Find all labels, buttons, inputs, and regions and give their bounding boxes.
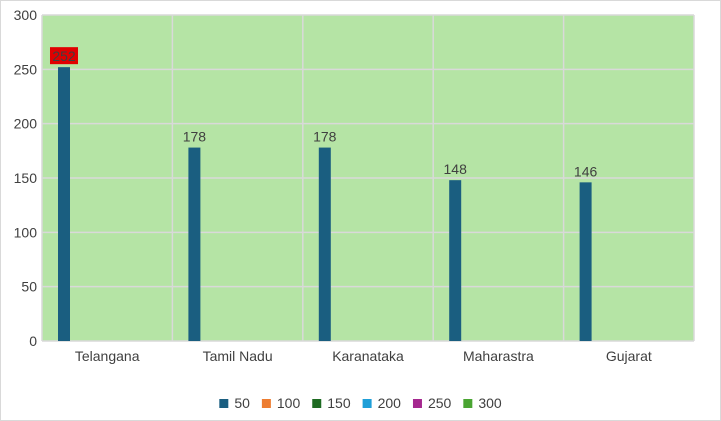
x-tick-label: Gujarat (606, 348, 652, 364)
data-label-highlight (50, 47, 78, 65)
y-tick-label: 50 (21, 279, 37, 295)
gridlines (41, 14, 695, 342)
legend-swatch (412, 399, 422, 408)
x-axis-ticks: Telangana Tamil Nadu Karanataka Maharastra G… (75, 348, 652, 364)
legend-item: 250 (412, 395, 452, 411)
x-tick-label: Karanataka (332, 348, 404, 364)
data-label: 252 (52, 48, 76, 64)
legend-label: 300 (478, 395, 502, 411)
legend-swatch (463, 399, 473, 408)
legend-item: 100 (261, 395, 301, 411)
legend-item: 200 (362, 395, 402, 411)
legend-swatch (362, 399, 372, 408)
legend-swatch (312, 399, 322, 408)
data-label: 148 (444, 161, 468, 177)
legend-swatch (261, 399, 271, 408)
y-tick-label: 300 (14, 7, 38, 23)
data-label: 146 (574, 163, 598, 179)
legend-label: 200 (378, 395, 402, 411)
y-tick-label: 200 (14, 116, 38, 132)
legend-item: 150 (312, 395, 351, 411)
y-tick-label: 0 (29, 333, 37, 349)
legend-label: 50 (234, 395, 250, 411)
bars (58, 67, 592, 341)
y-tick-label: 100 (14, 224, 38, 240)
legend-item: 300 (463, 395, 502, 411)
legend-label: 150 (327, 395, 351, 411)
legend-label: 250 (428, 395, 452, 411)
x-tick-label: Telangana (75, 348, 140, 364)
x-tick-label: Tamil Nadu (203, 348, 273, 364)
bar (188, 147, 201, 341)
bar (318, 147, 331, 341)
data-labels: 252 178 178 148 146 (50, 47, 597, 179)
x-tick-label: Maharastra (463, 348, 534, 364)
data-label: 178 (183, 129, 207, 145)
y-axis-ticks: 0 50 100 150 200 250 300 (14, 7, 38, 349)
bar (58, 67, 70, 341)
legend-swatch (219, 399, 229, 408)
data-label: 178 (313, 129, 337, 145)
bar (579, 182, 592, 341)
legend-item: 50 (219, 395, 250, 411)
legend: 50 100 150 200 250 300 (219, 395, 502, 411)
y-tick-label: 250 (14, 61, 38, 77)
legend-label: 100 (277, 395, 301, 411)
bar (449, 180, 462, 341)
y-tick-label: 150 (14, 170, 38, 186)
